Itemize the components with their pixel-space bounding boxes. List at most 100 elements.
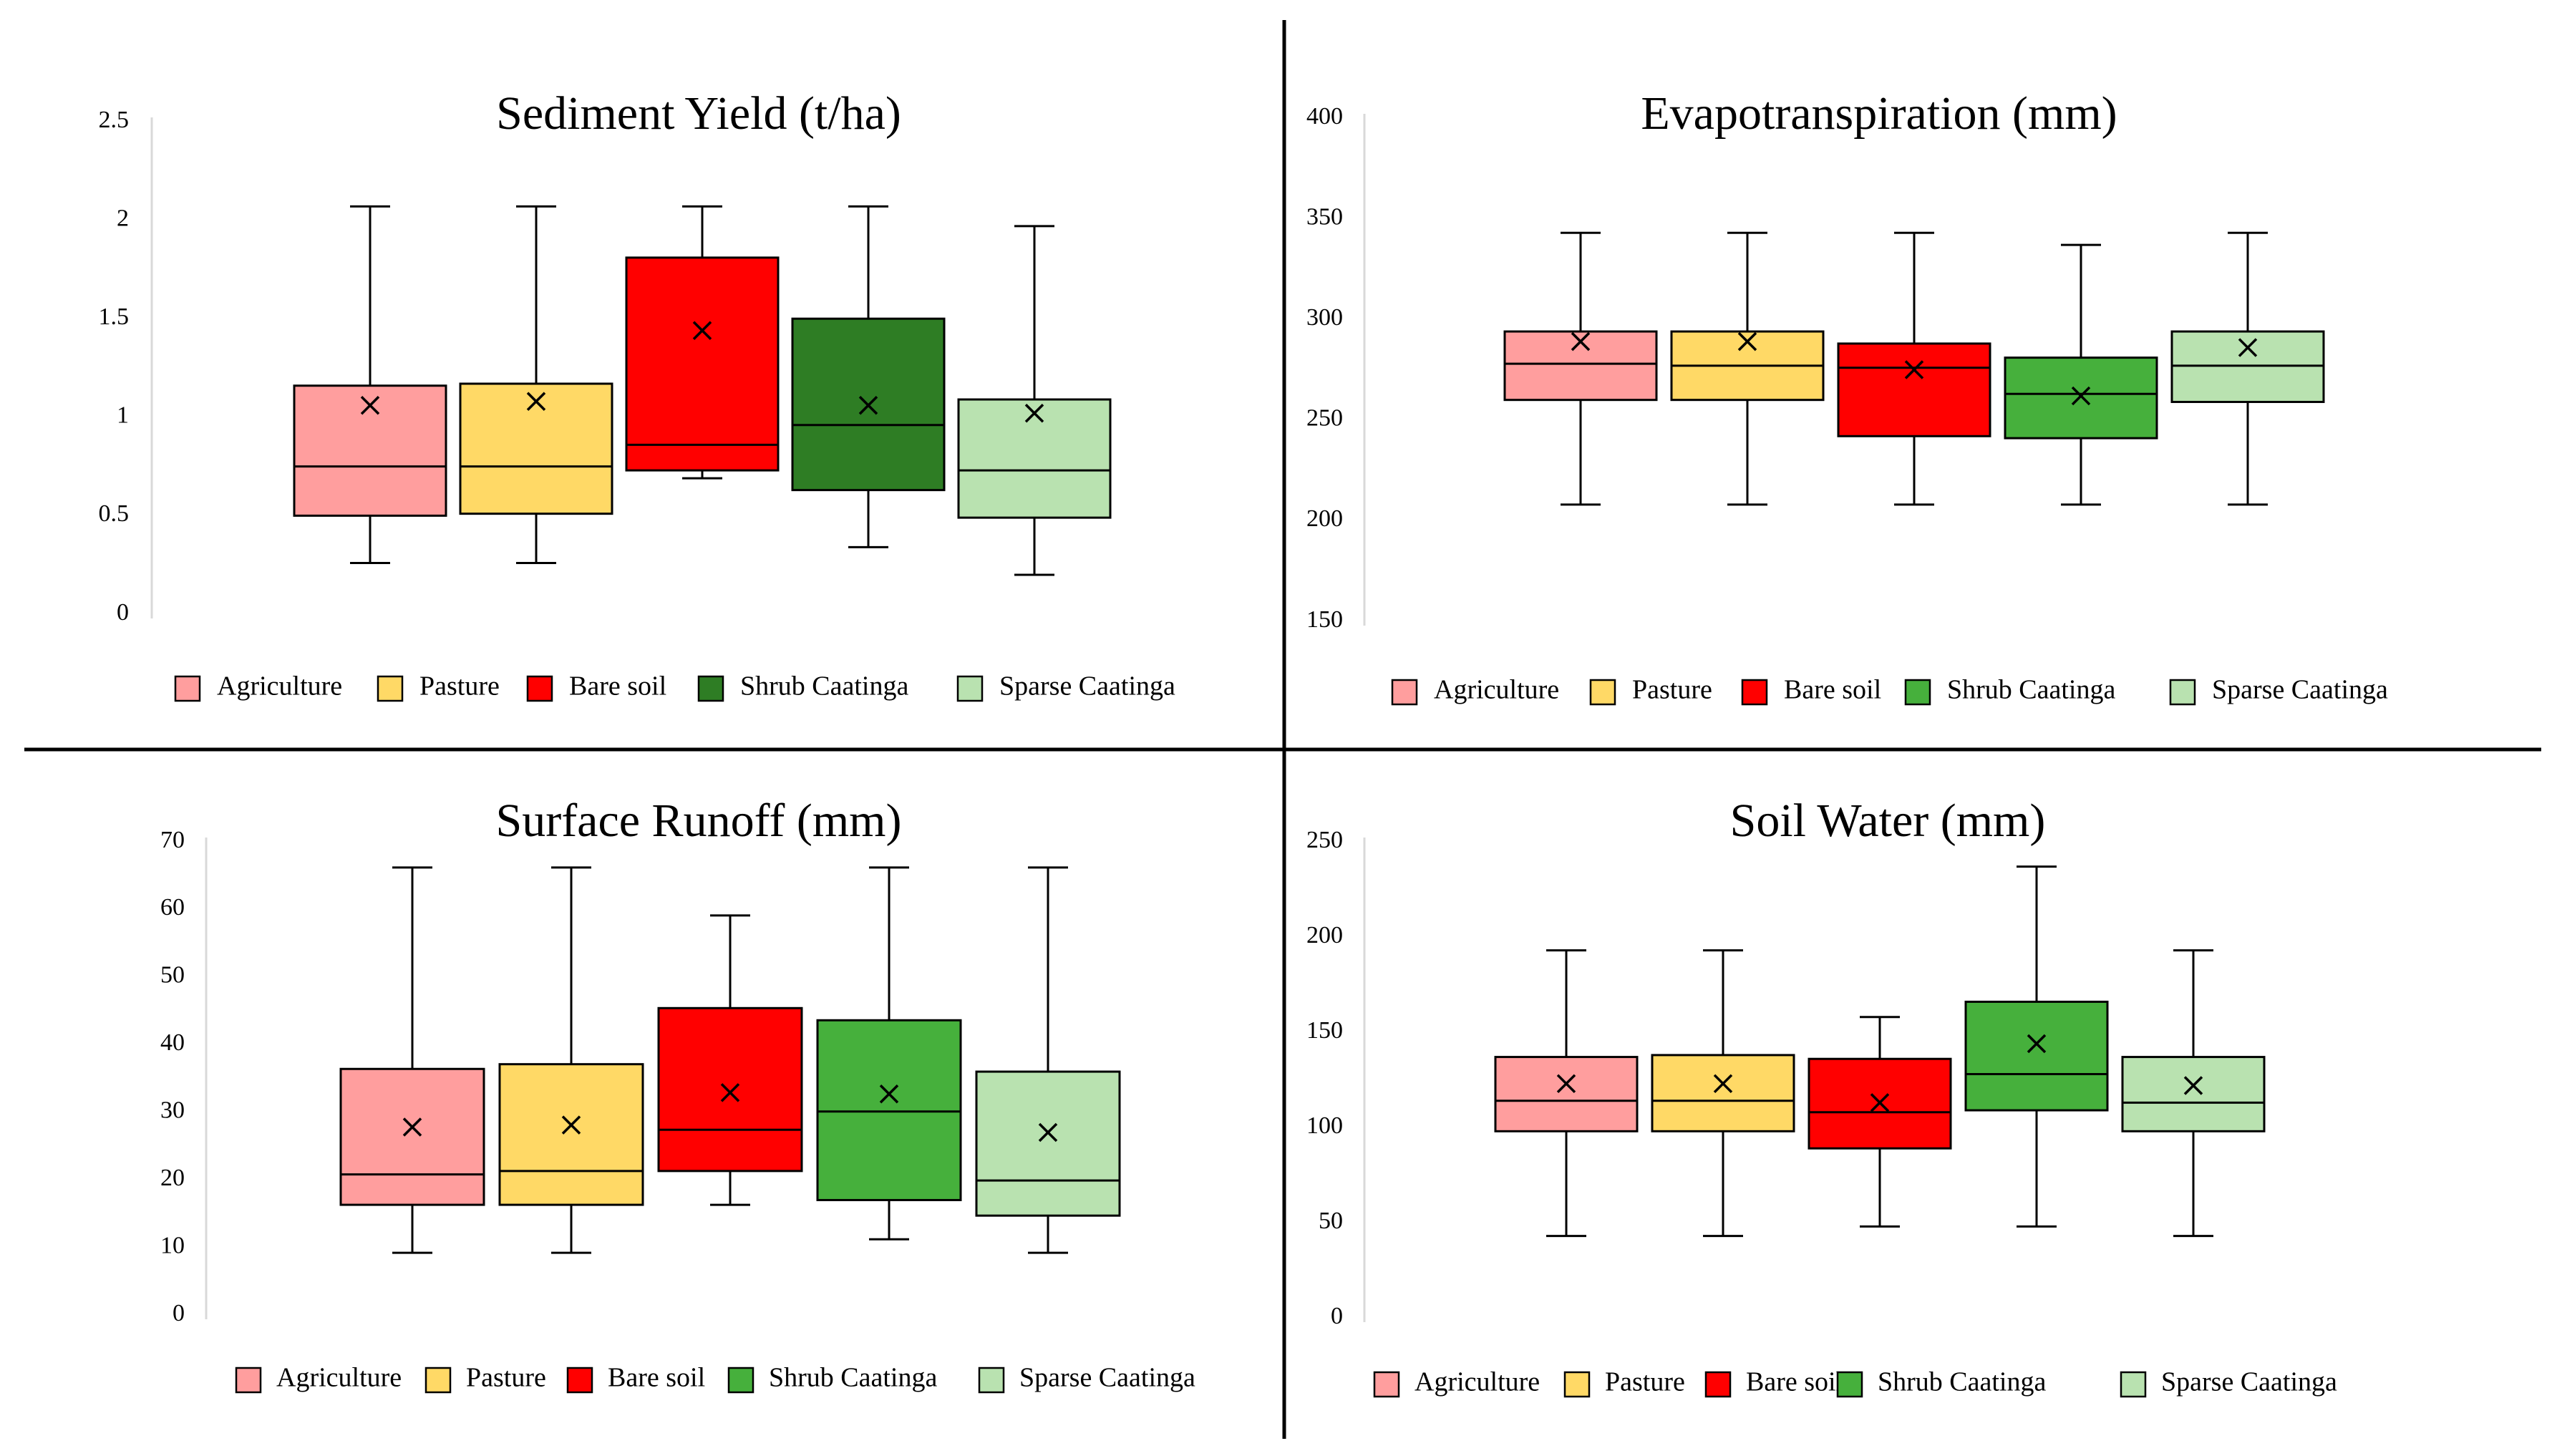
- legend: Agriculture Pasture Bare soil Shrub Caating…: [174, 671, 1175, 702]
- y-tick-label: 30: [160, 1097, 185, 1124]
- legend-label: Agriculture: [276, 1363, 402, 1393]
- y-tick-label: 70: [160, 827, 185, 853]
- legend-swatch: [526, 675, 553, 702]
- y-tick-label: 200: [1306, 505, 1343, 532]
- legend-label: Pasture: [1605, 1367, 1685, 1397]
- box-shrub-caatinga: [791, 205, 946, 548]
- legend-swatch: [978, 1367, 1005, 1394]
- legend-swatch: [956, 675, 984, 702]
- box-bare-soil: [1837, 231, 1991, 506]
- legend-swatch: [2169, 679, 2196, 706]
- legend-label: Bare soil: [569, 671, 666, 702]
- y-tick-label: 250: [1306, 827, 1343, 853]
- legend-label: Sparse Caatinga: [2212, 675, 2388, 705]
- legend-label: Pasture: [1632, 675, 1712, 705]
- panel-title: Evapotranspiration (mm): [1641, 87, 2117, 140]
- legend-swatch: [424, 1367, 452, 1394]
- mean-marker: [1904, 360, 1924, 379]
- y-tick-label: 0: [173, 1300, 185, 1326]
- box-pasture: [1670, 231, 1825, 506]
- iqr-box: [625, 256, 780, 472]
- box-bare-soil: [657, 914, 803, 1206]
- legend-swatch: [1391, 679, 1418, 706]
- mean-marker: [2071, 386, 2091, 406]
- panel-title: Sediment Yield (t/ha): [496, 87, 901, 140]
- legend-label: Pasture: [466, 1363, 546, 1393]
- iqr-box: [657, 1006, 803, 1173]
- y-tick-label: 40: [160, 1029, 185, 1056]
- box-agriculture: [293, 205, 447, 564]
- legend-label: Agriculture: [1415, 1367, 1540, 1397]
- mean-marker: [879, 1084, 899, 1104]
- box-agriculture: [1503, 231, 1658, 506]
- mean-marker: [858, 396, 878, 415]
- y-tick-label: 20: [160, 1165, 185, 1191]
- mean-marker: [1571, 331, 1591, 351]
- y-tick-label: 250: [1306, 405, 1343, 432]
- legend-label: Shrub Caatinga: [769, 1363, 937, 1393]
- mean-marker: [360, 396, 380, 415]
- box-pasture: [459, 205, 613, 564]
- y-tick-label: 100: [1306, 1112, 1343, 1139]
- legend-swatch: [1589, 679, 1616, 706]
- iqr-box: [816, 1019, 962, 1201]
- mean-marker: [402, 1117, 422, 1137]
- mean-marker: [1737, 331, 1757, 351]
- legend-label: Shrub Caatinga: [740, 671, 908, 702]
- panel-title: Surface Runoff (mm): [496, 795, 902, 847]
- panel-soil-water: Soil Water (mm) 0 50 100 150 200 250 Agricultu…: [1306, 795, 2337, 1398]
- y-tick-label: 50: [160, 962, 185, 989]
- y-tick-label: 10: [160, 1232, 185, 1258]
- iqr-box: [339, 1067, 485, 1206]
- legend-label: Bare soil: [1784, 675, 1881, 705]
- legend-swatch: [566, 1367, 593, 1394]
- box-pasture: [498, 866, 644, 1254]
- iqr-box: [2004, 356, 2158, 440]
- iqr-box: [1964, 1000, 2109, 1112]
- box-bare-soil: [625, 205, 780, 480]
- y-tick-label: 200: [1306, 922, 1343, 948]
- legend-label: Pasture: [419, 671, 500, 702]
- mean-marker: [1556, 1074, 1576, 1094]
- iqr-box: [975, 1070, 1121, 1217]
- mean-marker: [526, 392, 546, 412]
- box-shrub-caatinga: [816, 866, 962, 1241]
- mean-marker: [1038, 1122, 1058, 1142]
- mean-marker: [1024, 404, 1044, 423]
- iqr-box: [498, 1063, 644, 1206]
- mean-marker: [2238, 338, 2258, 357]
- y-tick-label: 50: [1319, 1208, 1343, 1234]
- legend-label: Agriculture: [1434, 675, 1559, 705]
- panel-sediment-yield: Sediment Yield (t/ha) 0 0.5 1 1.5 2 2.5 Agricu…: [99, 87, 1175, 702]
- y-tick-label: 60: [160, 894, 185, 921]
- iqr-box: [293, 384, 447, 517]
- legend: Agriculture Pasture Bare soil Shrub Caating…: [1391, 675, 2388, 706]
- legend-label: Sparse Caatinga: [1019, 1363, 1195, 1393]
- mean-marker: [692, 321, 712, 340]
- legend: Agriculture Pasture Bare soil Shrub Caating…: [1373, 1367, 2337, 1398]
- legend-swatch: [697, 675, 724, 702]
- y-tick-label: 150: [1306, 1017, 1343, 1044]
- y-tick-label: 0: [1331, 1303, 1343, 1329]
- legend-label: Shrub Caatinga: [1878, 1367, 2046, 1397]
- y-tick-label: 1: [117, 402, 129, 429]
- legend-label: Shrub Caatinga: [1947, 675, 2115, 705]
- legend-swatch: [1836, 1371, 1863, 1398]
- legend: Agriculture Pasture Bare soil Shrub Caating…: [235, 1363, 1195, 1394]
- legend-swatch: [174, 675, 201, 702]
- legend-swatch: [1704, 1371, 1732, 1398]
- iqr-box: [1651, 1054, 1795, 1132]
- legend-swatch: [1563, 1371, 1591, 1398]
- y-tick-label: 350: [1306, 203, 1343, 230]
- box-sparse-caatinga: [2170, 231, 2325, 506]
- legend-swatch: [235, 1367, 262, 1394]
- box-shrub-caatinga: [2004, 243, 2158, 506]
- box-agriculture: [339, 866, 485, 1254]
- legend-label: Bare soil: [608, 1363, 705, 1393]
- legend-label: Sparse Caatinga: [999, 671, 1175, 702]
- legend-swatch: [1741, 679, 1768, 706]
- y-tick-label: 0: [117, 599, 129, 626]
- y-tick-label: 400: [1306, 103, 1343, 130]
- legend-label: Agriculture: [217, 671, 342, 702]
